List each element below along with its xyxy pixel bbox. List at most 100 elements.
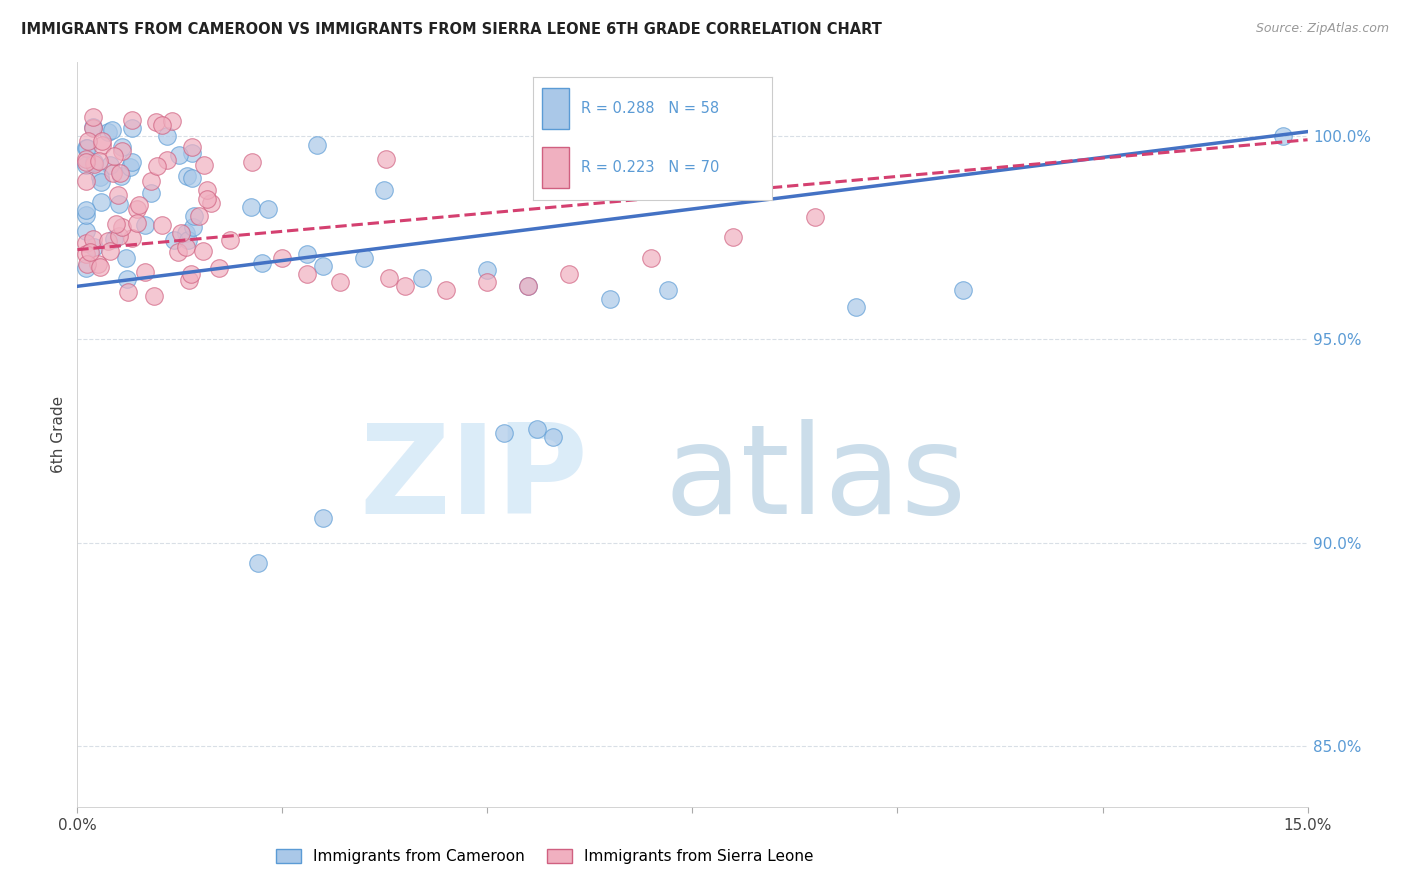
- Point: [82, 232, 104, 246]
- Point: [76, 141, 98, 155]
- Point: [75, 141, 97, 155]
- Point: [76, 257, 98, 271]
- Point: [83, 157, 105, 171]
- Point: [75, 202, 97, 217]
- Point: [75, 208, 97, 222]
- Point: [329, 275, 352, 289]
- Point: [640, 251, 662, 265]
- Point: [477, 263, 499, 277]
- Point: [121, 113, 143, 128]
- Point: [121, 230, 143, 244]
- Point: [177, 273, 200, 287]
- Point: [83, 239, 105, 253]
- Point: [181, 220, 204, 235]
- Point: [191, 244, 214, 258]
- Point: [111, 220, 134, 235]
- Point: [103, 148, 125, 162]
- Point: [156, 128, 179, 143]
- Point: [312, 259, 335, 273]
- Point: [436, 284, 458, 298]
- Point: [150, 218, 173, 232]
- Point: [180, 267, 202, 281]
- Point: [127, 202, 149, 216]
- Point: [110, 166, 132, 180]
- Point: [101, 122, 124, 136]
- Point: [170, 227, 193, 241]
- Point: [97, 234, 120, 248]
- Point: [305, 138, 328, 153]
- Point: [75, 158, 97, 172]
- Point: [177, 233, 200, 247]
- Point: [845, 300, 868, 314]
- Point: [89, 194, 111, 209]
- Point: [150, 118, 173, 132]
- Point: [75, 260, 97, 275]
- Point: [374, 152, 396, 166]
- Point: [108, 229, 131, 244]
- Point: [143, 289, 166, 303]
- Point: [121, 154, 143, 169]
- Point: [295, 267, 318, 281]
- Text: Source: ZipAtlas.com: Source: ZipAtlas.com: [1256, 22, 1389, 36]
- Point: [219, 232, 242, 246]
- Point: [187, 209, 209, 223]
- Text: ZIP: ZIP: [359, 419, 588, 540]
- Point: [252, 256, 274, 270]
- Point: [952, 284, 974, 298]
- Point: [139, 186, 162, 200]
- Point: [246, 556, 269, 570]
- Point: [76, 135, 98, 149]
- Point: [128, 198, 150, 212]
- Point: [75, 236, 97, 251]
- Point: [526, 422, 548, 436]
- Point: [89, 169, 111, 184]
- Point: [75, 152, 97, 166]
- Legend: Immigrants from Cameroon, Immigrants from Sierra Leone: Immigrants from Cameroon, Immigrants fro…: [270, 843, 820, 871]
- Point: [492, 425, 515, 440]
- Point: [115, 252, 138, 266]
- Point: [75, 154, 97, 169]
- Point: [104, 217, 127, 231]
- Y-axis label: 6th Grade: 6th Grade: [51, 396, 66, 474]
- Point: [107, 187, 129, 202]
- Point: [110, 169, 132, 184]
- Point: [517, 279, 540, 293]
- Point: [121, 121, 143, 136]
- Point: [180, 145, 202, 160]
- Point: [181, 170, 204, 185]
- Point: [82, 111, 104, 125]
- Point: [295, 246, 318, 260]
- Point: [87, 153, 110, 168]
- Point: [657, 284, 679, 298]
- Text: IMMIGRANTS FROM CAMEROON VS IMMIGRANTS FROM SIERRA LEONE 6TH GRADE CORRELATION C: IMMIGRANTS FROM CAMEROON VS IMMIGRANTS F…: [21, 22, 882, 37]
- Point: [97, 125, 120, 139]
- Point: [239, 200, 262, 214]
- Point: [156, 153, 179, 168]
- Point: [75, 247, 97, 261]
- Point: [107, 197, 129, 211]
- Point: [89, 260, 111, 274]
- Point: [257, 202, 280, 216]
- Point: [181, 140, 204, 154]
- Point: [411, 271, 433, 285]
- Point: [117, 285, 139, 300]
- Point: [160, 114, 183, 128]
- Point: [1272, 128, 1295, 143]
- Point: [111, 144, 134, 158]
- Point: [378, 271, 401, 285]
- Point: [176, 169, 198, 183]
- Point: [183, 209, 205, 223]
- Point: [134, 219, 156, 233]
- Point: [75, 224, 97, 238]
- Point: [312, 511, 335, 525]
- Text: atlas: atlas: [665, 419, 966, 540]
- Point: [91, 138, 114, 153]
- Point: [125, 216, 148, 230]
- Point: [98, 158, 121, 172]
- Point: [163, 233, 186, 247]
- Point: [169, 147, 191, 161]
- Point: [91, 135, 114, 149]
- Point: [804, 210, 827, 224]
- Point: [271, 251, 294, 265]
- Point: [82, 120, 104, 135]
